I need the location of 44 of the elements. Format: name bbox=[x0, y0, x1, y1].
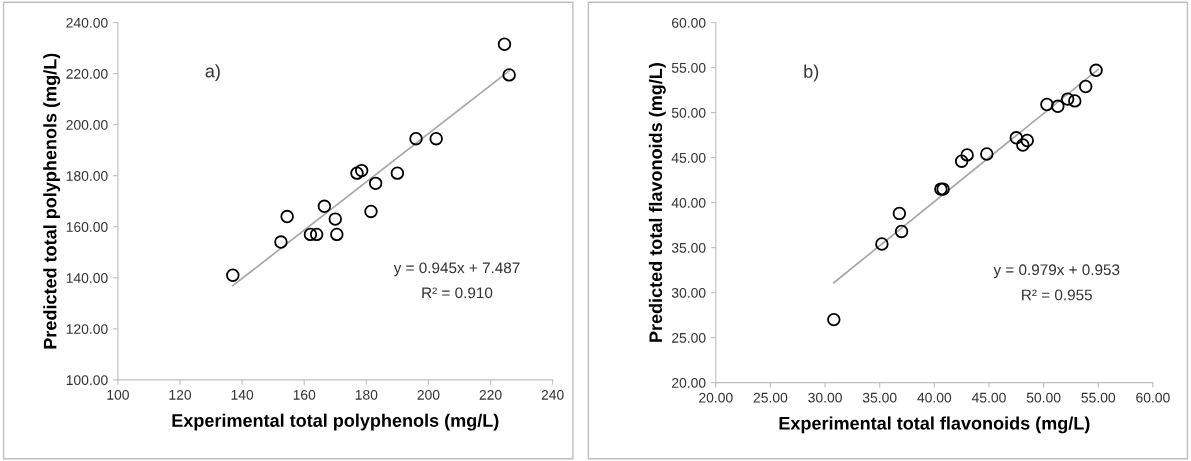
y-axis-title: Predicted total polyphenols (mg/L) bbox=[43, 53, 61, 349]
x-tick-label: 140 bbox=[231, 389, 254, 400]
y-tick-label: 45.00 bbox=[671, 152, 706, 163]
annotation: y = 0.979x + 0.953 bbox=[993, 264, 1120, 279]
x-tick-label: 60.00 bbox=[1136, 392, 1170, 403]
x-tick-label: 50.00 bbox=[1026, 392, 1061, 403]
y-tick-label: 25.00 bbox=[672, 332, 706, 343]
y-tick-label: 220.00 bbox=[66, 68, 108, 79]
x-axis-title: Experimental total flavonoids (mg/L) bbox=[779, 416, 1090, 434]
x-tick-label: 20.00 bbox=[699, 392, 733, 403]
annotation: R² = 0.910 bbox=[422, 287, 493, 299]
y-tick-label: 160.00 bbox=[66, 222, 108, 232]
annotation: R² = 0.955 bbox=[1022, 289, 1092, 301]
y-tick-label: 50.00 bbox=[671, 107, 706, 118]
x-tick-label: 45.00 bbox=[971, 392, 1006, 403]
x-tick-label: 25.00 bbox=[753, 392, 788, 403]
x-tick-label: 100 bbox=[107, 389, 129, 400]
annotation: b) bbox=[804, 64, 819, 82]
annotation: y = 0.945x + 7.487 bbox=[393, 262, 520, 277]
x-axis-title: Experimental total polyphenols (mg/L) bbox=[172, 413, 499, 431]
x-tick-label: 40.00 bbox=[917, 392, 952, 403]
y-tick-label: 200.00 bbox=[66, 120, 108, 130]
y-tick-label: 60.00 bbox=[672, 17, 706, 28]
x-tick-label: 55.00 bbox=[1081, 392, 1116, 403]
y-axis-title: Predicted total flavonoids (mg/L) bbox=[648, 63, 666, 342]
x-tick-label: 220 bbox=[479, 389, 502, 400]
y-tick-label: 240.00 bbox=[66, 17, 108, 28]
x-tick-label: 120 bbox=[169, 389, 192, 400]
x-tick-label: 240 bbox=[541, 389, 564, 400]
y-tick-label: 35.00 bbox=[671, 242, 706, 253]
y-tick-label: 55.00 bbox=[671, 62, 706, 73]
y-tick-label: 120.00 bbox=[66, 324, 108, 334]
y-tick-label: 100.00 bbox=[66, 375, 108, 386]
x-tick-label: 160 bbox=[293, 389, 316, 400]
y-tick-label: 140.00 bbox=[66, 273, 108, 283]
y-tick-label: 180.00 bbox=[66, 171, 108, 181]
x-tick-label: 30.00 bbox=[808, 392, 842, 403]
x-tick-label: 180 bbox=[355, 389, 378, 400]
annotation: a) bbox=[205, 64, 220, 82]
y-tick-label: 30.00 bbox=[671, 287, 706, 298]
y-tick-label: 20.00 bbox=[672, 377, 706, 388]
x-tick-label: 200 bbox=[417, 389, 440, 400]
x-tick-label: 35.00 bbox=[862, 392, 897, 403]
y-tick-label: 40.00 bbox=[671, 197, 706, 208]
